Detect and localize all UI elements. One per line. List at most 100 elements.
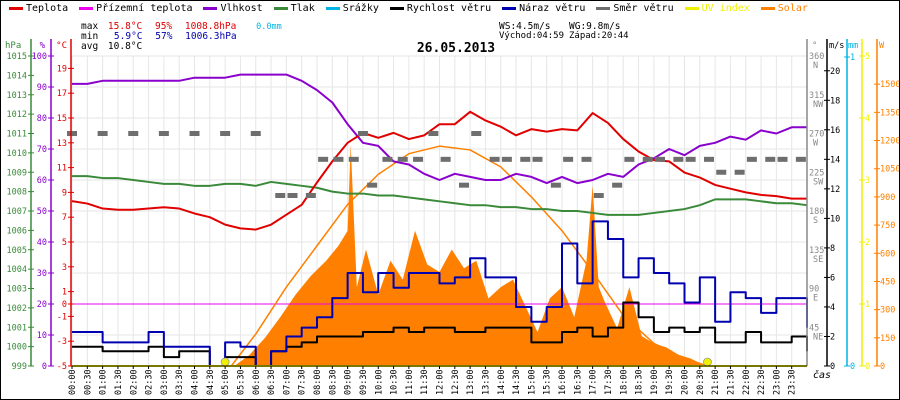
legend-swatch [325,6,340,10]
legend-label: Směr větru [613,3,674,14]
wind-direction-mark [685,156,696,162]
x-tick-label: 11:30 [420,369,430,395]
tick-label: ° [812,41,817,51]
legend-item: UV index [684,3,750,14]
wind-direction-mark [128,131,139,136]
legend-swatch [203,6,218,10]
solar-max-line [230,145,708,367]
tick-label: 1007 [7,207,27,217]
tick-label: 20 [37,300,47,310]
tick-label: N [813,61,818,71]
x-tick-label: 00:00 [68,369,78,395]
wind-direction-mark [357,131,368,136]
tick-label: 13 [57,139,67,149]
x-tick-label: 05:00 [221,369,231,395]
x-tick-label: 02:00 [129,369,139,395]
pressure-line [72,175,808,216]
tick-label: SE [813,255,823,265]
tick-label: 7 [62,213,67,223]
tick-label: 6 [830,273,835,283]
wind-direction-mark [413,156,424,162]
tick-label: 999 [12,362,27,372]
tick-label: hPa [5,41,21,51]
tick-label: -1 [57,312,67,322]
avg-temp: 10.8°C [107,41,143,52]
stats-min-row: min 5.9°C 57% 1006.3hPa [81,31,237,42]
x-tick-label: 15:00 [527,369,537,395]
wind-direction-mark [97,131,108,136]
wind-direction-mark [318,156,329,162]
legend-swatch [684,6,699,10]
tick-label: 8 [830,244,835,254]
tick-label: 90 [37,83,47,93]
tick-label: 1500 [880,80,899,90]
wind-gust-line [72,220,808,367]
x-tick-label: 09:00 [344,369,354,395]
wind-direction-mark [275,193,286,198]
legend-item: Směr větru [596,3,674,14]
tick-label: 1003 [7,285,27,295]
wind-direction-mark [367,182,378,188]
x-tick-label: 08:00 [313,369,323,395]
tick-label: 10 [37,331,47,341]
tick-label: 5 [865,52,870,62]
tick-label: 4 [865,114,870,124]
x-tick-label: 01:30 [114,369,124,395]
wind-direction-mark [795,156,806,162]
x-tick-label: 07:30 [298,369,308,395]
x-tick-label: 10:30 [390,369,400,395]
tick-label: 1014 [7,71,27,81]
tick-label: 2 [865,238,870,248]
tick-label: 0 [42,362,47,372]
tick-label: 1005 [7,246,27,256]
tick-label: 225 [809,168,824,178]
x-tick-label: 22:30 [757,369,767,395]
legend-swatch [9,6,23,10]
tick-label: 0 [865,362,870,372]
tick-label: SW [813,177,824,187]
x-tick-label: 12:30 [451,369,461,395]
x-tick-label: 22:00 [742,369,752,395]
wind-direction-mark [704,156,714,162]
x-tick-label: 01:00 [99,369,109,395]
tick-label: 3 [62,263,67,273]
legend-label: Vlhkost [220,3,263,14]
wind-direction-mark [550,182,561,188]
tick-label: 1 [62,288,67,298]
uv-marker [220,357,230,367]
legend-item: Přízemní teplota [79,3,192,14]
chart-title: 26.05.2013 [417,41,495,56]
tick-label: m/s [829,41,844,51]
tick-label: 1004 [7,265,27,275]
max-humidity: 95% [154,21,173,32]
avg-label: avg [81,41,99,52]
tick-label: 19 [57,64,67,74]
wind-direction-mark [777,156,788,162]
x-tick-label: 14:00 [497,369,507,395]
tick-label: 0 [830,362,835,372]
tick-label: 0 [62,300,67,310]
legend-label: Rychlost větru [406,3,492,14]
wind-direction-mark [593,193,604,198]
wind-direction-mark [348,156,359,162]
tick-label: 40 [37,238,47,248]
wind-direction-mark [563,156,574,162]
max-temp: 15.8°C [107,21,143,32]
tick-label: 1008 [7,188,27,198]
wind-direction-mark [397,156,408,162]
legend: Teplota Přízemní teplota Vlhkost Tlak Srážky… [9,3,819,14]
legend-swatch [596,6,611,10]
tick-label: 900 [880,193,895,203]
wind-direction-mark [716,169,727,175]
tick-label: 4 [830,303,835,313]
x-tick-label: 03:30 [175,369,185,395]
legend-label: UV index [701,3,750,14]
tick-label: -3 [57,337,67,347]
legend-item: Náraz větru [502,3,585,14]
max-label: max [81,21,99,32]
sunrise-stat: Východ:04:59 [499,31,565,41]
tick-label: °C [56,41,67,51]
legend-item: Vlhkost [203,3,263,14]
legend-label: Solar [777,3,808,14]
wind-direction-mark [501,156,512,162]
